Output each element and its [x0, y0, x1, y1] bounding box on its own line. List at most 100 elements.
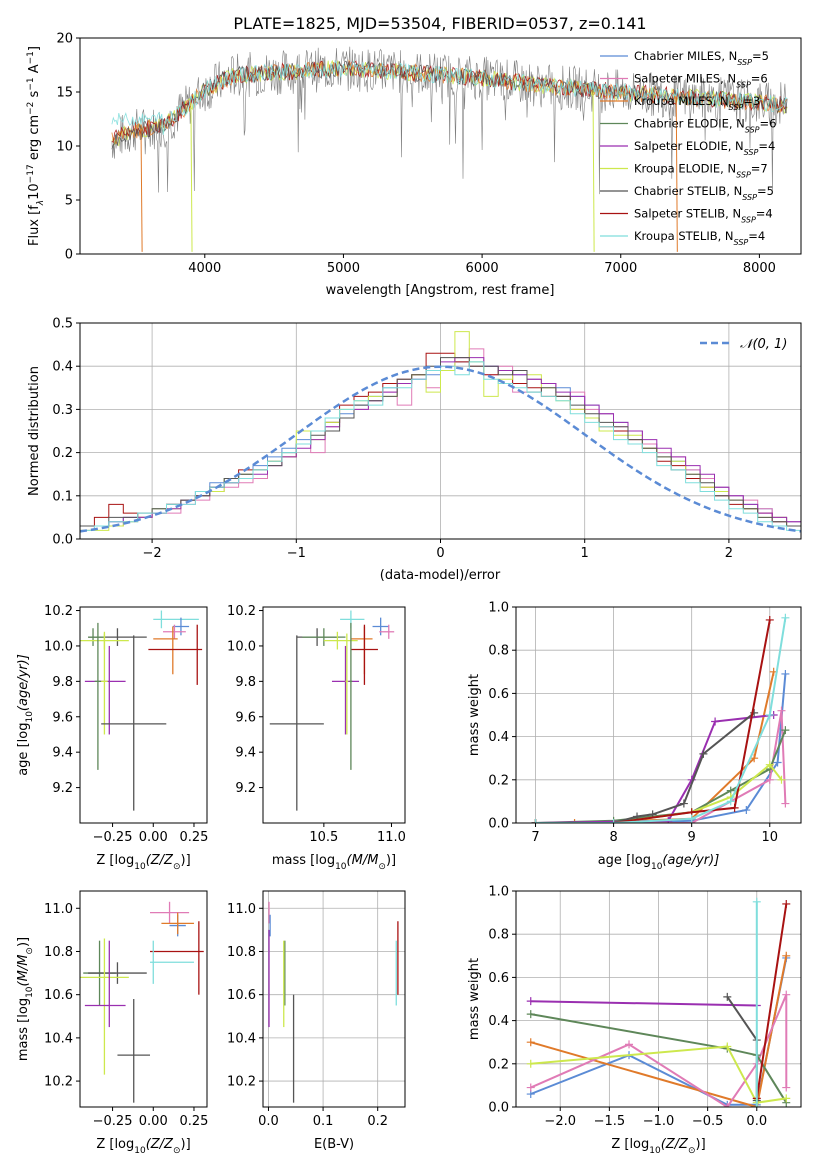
weight-marker: [723, 1042, 732, 1051]
error-bar-point: [94, 622, 102, 770]
y-tick-label: 0.8: [488, 644, 509, 659]
plot-marks: [80, 331, 801, 539]
x-tick-label: 0: [436, 546, 444, 561]
plot-frame: [262, 890, 406, 1108]
x-tick-label: −0.5: [692, 1114, 724, 1129]
y-tick-label: 1.0: [488, 601, 509, 616]
y-tick-label: 0.0: [52, 533, 73, 548]
y-tick-label: 10.8: [227, 945, 256, 960]
weight-marker: [765, 711, 774, 719]
age-vs-mass-panel: 10.5 11.0 9.2 9.4 9.6 9.8 10.0 10.2 mass [log10(…: [227, 604, 406, 872]
weight-marker: [773, 758, 782, 767]
legend-label: Salpeter STELIB, NSSP=4: [634, 207, 773, 225]
y-tick-label: 11.0: [227, 902, 256, 917]
y-tick-label: 10.6: [44, 988, 73, 1003]
y-tick-label: 10: [56, 140, 73, 155]
y-tick-label: 0.4: [52, 360, 73, 375]
y-tick-label: 9.2: [235, 781, 256, 796]
weight-marker: [723, 992, 732, 1001]
x-axis-label: Z [log10(Z/Z⊙)]: [611, 1137, 705, 1156]
x-tick-label: 0.25: [179, 1114, 208, 1129]
weight-marker: [781, 613, 790, 622]
plot-marks: [269, 610, 395, 811]
weight-marker: [570, 819, 579, 823]
weight-marker: [777, 706, 786, 715]
x-tick-label: −2.0: [544, 1114, 576, 1129]
x-tick-label: 7000: [604, 261, 637, 276]
y-tick-label: 0.1: [52, 489, 73, 504]
error-bar-point: [323, 631, 358, 650]
plot-marks: [111, 46, 788, 252]
x-tick-label: 8000: [743, 261, 776, 276]
x-tick-label: −1: [287, 546, 306, 561]
y-tick-label: 10.2: [227, 1075, 256, 1090]
y-tick-label: 10.4: [227, 1031, 256, 1046]
weight-line-cornflower: [535, 673, 787, 823]
error-bar-point: [101, 633, 108, 735]
weight-marker: [687, 814, 696, 823]
weight-marker: [531, 819, 540, 823]
y-tick-label: 10.0: [227, 639, 256, 654]
age-vs-metallicity-panel: −0.25 0.00 0.25 9.2 9.4 9.6 9.8 10.0 10.2 Z [log1…: [16, 604, 208, 872]
weight-marker: [752, 897, 761, 906]
spectrum-dropout: [675, 96, 678, 252]
x-tick-label: −0.25: [93, 1114, 133, 1129]
y-tick-label: 10.2: [44, 1075, 73, 1090]
y-tick-label: 9.6: [52, 710, 73, 725]
error-bar-point: [80, 938, 129, 1075]
gaussian-curve: [80, 365, 801, 533]
weight-marker: [765, 775, 774, 784]
weight-marker: [782, 990, 791, 999]
x-tick-label: 0.2: [367, 1114, 388, 1129]
error-bar-point: [350, 624, 378, 685]
weight-line-green: [530, 1013, 788, 1104]
weight-marker: [765, 760, 774, 769]
x-axis-label: age [log10(age/yr)]: [598, 853, 720, 872]
weight-line-yellow: [530, 1045, 787, 1104]
weight-marker: [750, 754, 759, 763]
weight-line-red: [755, 903, 788, 1099]
error-bar-point: [345, 633, 349, 735]
x-tick-label: 10: [761, 830, 778, 845]
residual-histogram-x-axis-label: (data-model)/error: [380, 568, 501, 583]
error-bar-point: [88, 628, 105, 646]
weight-marker: [730, 803, 739, 812]
x-tick-label: 0.0: [746, 1114, 767, 1129]
weight-line-pink: [530, 994, 788, 1107]
y-tick-label: 0: [65, 248, 73, 263]
y-tick-label: 0.3: [52, 403, 73, 418]
x-tick-label: 10.5: [309, 830, 338, 845]
y-tick-label: 11.0: [44, 902, 73, 917]
weight-vs-metallicity-panel: −2.0 −1.5 −1.0 −0.5 0.0 0.0 0.2 0.4 0.6 0.8 1.0 Z […: [467, 885, 802, 1156]
y-tick-label: 5: [65, 194, 73, 209]
y-tick-label: 0.2: [52, 446, 73, 461]
spectrum-data-line: [111, 46, 787, 195]
legend-label: Chabrier MILES, NSSP=5: [634, 49, 769, 67]
y-tick-label: 0.6: [488, 971, 509, 986]
weight-marker: [752, 1103, 761, 1107]
y-tick-label: 10.2: [44, 604, 73, 619]
y-tick-label: 9.2: [52, 781, 73, 796]
x-axis-label: E(B-V): [314, 1137, 354, 1152]
weight-marker: [526, 1059, 535, 1068]
weight-vs-age-panel: 7 8 9 10 0.0 0.2 0.4 0.6 0.8 1.0 age [log10(age/yr…: [467, 601, 802, 872]
x-tick-label: 6000: [466, 261, 499, 276]
x-tick-label: 0.25: [179, 830, 208, 845]
weight-line-cyan: [535, 617, 787, 823]
plot-marks: [80, 901, 204, 1103]
x-tick-label: −1.0: [643, 1114, 675, 1129]
spectrum-dropout: [190, 102, 193, 252]
x-tick-label: 4000: [188, 261, 221, 276]
y-tick-label: 10.2: [227, 604, 256, 619]
weight-marker: [526, 1010, 535, 1019]
y-tick-label: 9.8: [235, 675, 256, 690]
legend-label: Kroupa STELIB, NSSP=4: [634, 229, 765, 247]
spectrum-legend: Chabrier MILES, NSSP=5 Salpeter MILES, NS…: [600, 49, 776, 247]
legend-label: Salpeter MILES, NSSP=6: [634, 72, 768, 90]
y-axis-label: mass weight: [467, 674, 482, 756]
x-tick-label: 1: [581, 546, 589, 561]
weight-marker: [782, 951, 791, 960]
spectrum-panel: PLATE=1825, MJD=53504, FIBERID=0537, z=0…: [26, 14, 802, 298]
error-bar-point: [84, 940, 126, 1028]
y-tick-label: 10.8: [44, 945, 73, 960]
